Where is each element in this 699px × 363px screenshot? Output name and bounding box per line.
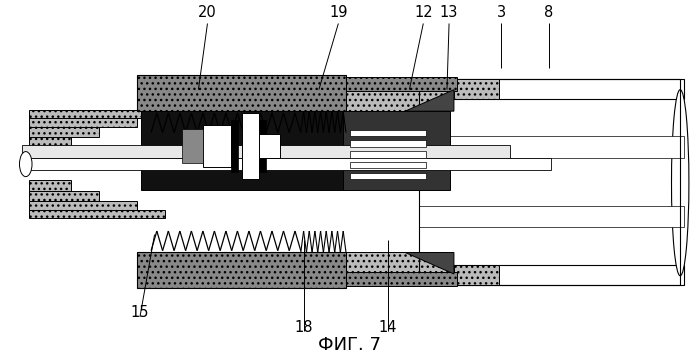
Bar <box>137 76 346 111</box>
Text: 15: 15 <box>131 305 149 321</box>
Bar <box>419 265 684 285</box>
Bar <box>419 79 684 99</box>
Bar <box>29 210 165 218</box>
Text: 14: 14 <box>379 320 397 335</box>
Ellipse shape <box>20 152 32 177</box>
Bar <box>346 253 447 285</box>
Bar <box>29 191 99 201</box>
Bar <box>231 120 238 172</box>
Text: ФИГ. 7: ФИГ. 7 <box>318 337 381 354</box>
Bar <box>29 180 71 191</box>
Bar <box>203 126 231 167</box>
Bar <box>346 77 457 91</box>
Bar <box>29 201 137 210</box>
Bar <box>259 134 280 158</box>
Bar <box>350 162 426 168</box>
Bar <box>29 127 99 137</box>
Polygon shape <box>405 253 454 274</box>
Polygon shape <box>405 90 454 111</box>
Text: 12: 12 <box>414 5 433 20</box>
Bar <box>29 110 165 118</box>
Bar <box>22 145 510 158</box>
Bar <box>182 129 203 163</box>
Bar <box>29 118 137 127</box>
Text: 19: 19 <box>329 5 347 20</box>
Text: 18: 18 <box>294 320 312 335</box>
Text: 20: 20 <box>198 5 217 20</box>
Bar <box>350 151 426 158</box>
Bar <box>350 130 426 136</box>
Text: 3: 3 <box>497 5 506 20</box>
Bar <box>419 206 684 228</box>
Ellipse shape <box>672 90 689 276</box>
Bar <box>140 111 346 190</box>
Bar <box>419 136 684 158</box>
Bar <box>346 79 447 111</box>
Bar <box>346 272 457 286</box>
Text: 13: 13 <box>440 5 459 20</box>
Bar <box>137 253 346 288</box>
Bar <box>454 265 499 285</box>
Bar <box>242 113 259 179</box>
Bar <box>22 158 552 170</box>
Text: 8: 8 <box>544 5 553 20</box>
Bar <box>343 111 450 190</box>
Bar <box>350 173 426 179</box>
Bar <box>454 79 499 99</box>
Bar <box>29 137 71 148</box>
Bar <box>259 120 266 172</box>
Bar <box>350 140 426 147</box>
